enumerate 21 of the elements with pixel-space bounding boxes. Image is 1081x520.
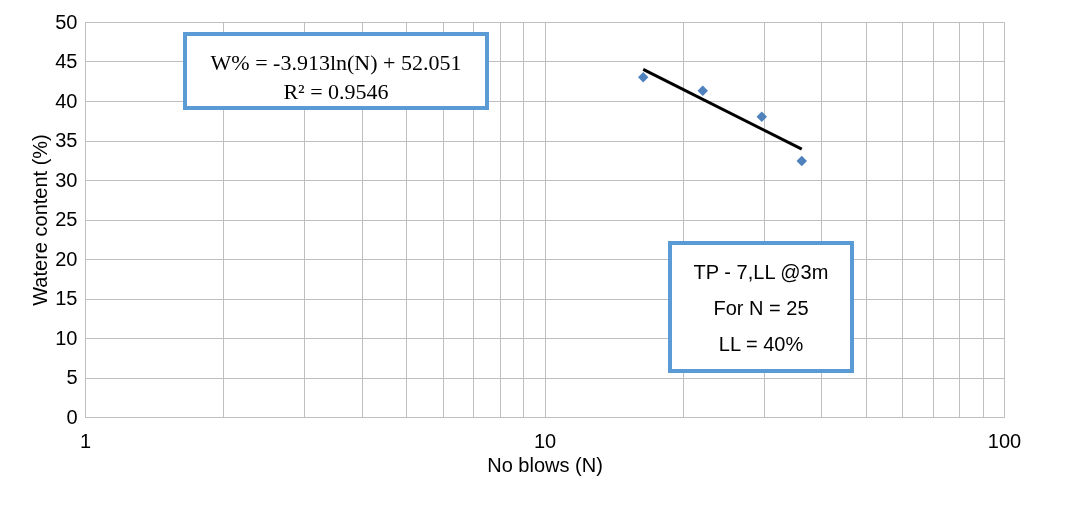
y-tick-label: 15 [55, 287, 78, 309]
y-tick-label: 0 [66, 405, 78, 428]
y-tick-label: 25 [55, 208, 78, 230]
x-tick-label: 10 [533, 429, 557, 452]
annotation: W% = -3.913ln(N) + 52.051 [210, 50, 462, 75]
x-tick-label: 1 [79, 429, 92, 452]
y-tick-label: 5 [66, 366, 78, 388]
x-tick-label: 100 [987, 429, 1022, 452]
annotation: LL = 40% [718, 333, 804, 355]
annotation: TP - 7,LL @3m [693, 261, 829, 283]
y-tick-label: 10 [55, 326, 78, 349]
x-axis-title: No blows (N) [487, 453, 603, 476]
y-tick-label: 20 [55, 247, 78, 270]
y-tick-label: 35 [55, 129, 78, 151]
y-tick-label: 50 [55, 10, 78, 33]
y-tick-label: 45 [55, 50, 78, 72]
y-axis-title: Watere content (%) [29, 134, 52, 306]
annotation: For N = 25 [713, 297, 809, 319]
y-tick-label: 30 [55, 168, 78, 191]
annotation: R² = 0.9546 [283, 79, 389, 104]
y-tick-label: 40 [55, 89, 78, 112]
